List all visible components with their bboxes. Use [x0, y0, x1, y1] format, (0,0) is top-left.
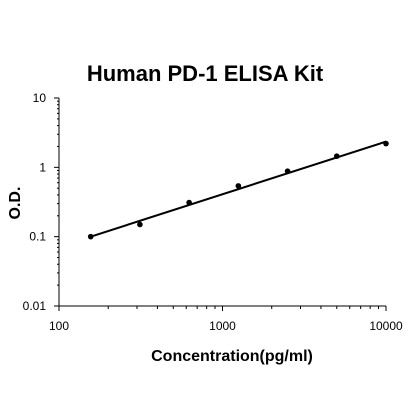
- data-point: [137, 221, 143, 228]
- chart-title: Human PD-1 ELISA Kit: [87, 61, 324, 86]
- y-tick-label: 10: [33, 91, 47, 105]
- data-point: [383, 140, 389, 147]
- x-axis-label: Concentration(pg/ml): [151, 348, 313, 365]
- y-axis-label: O.D.: [7, 187, 24, 220]
- y-tick-label: 0.01: [23, 299, 47, 313]
- data-point: [235, 183, 242, 189]
- axes: [58, 98, 386, 307]
- data-point: [284, 168, 291, 174]
- y-axis-ticks: 0.01 0.1 1 10: [23, 91, 59, 313]
- x-tick-label: 1000: [209, 319, 236, 333]
- fit-line-group: [90, 140, 387, 238]
- y-tick-label: 1: [39, 160, 46, 174]
- data-points: [87, 140, 389, 240]
- data-point: [87, 233, 94, 240]
- x-tick-label: 100: [49, 319, 69, 333]
- data-point: [333, 153, 340, 159]
- y-tick-label: 0.1: [29, 230, 46, 244]
- data-point: [186, 199, 192, 206]
- fit-line: [90, 140, 387, 238]
- x-axis-ticks: 100 1000 10000: [49, 306, 403, 333]
- x-tick-label: 10000: [369, 319, 403, 333]
